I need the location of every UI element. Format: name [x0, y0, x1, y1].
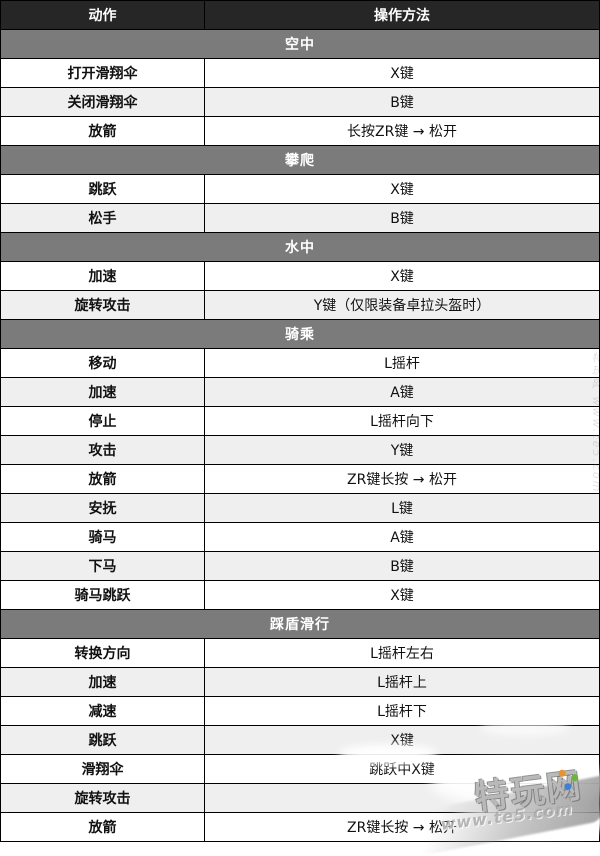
header-action-cell: 动作	[1, 1, 205, 29]
action-cell: 放箭	[1, 117, 205, 145]
method-cell: B键	[390, 95, 414, 111]
method-cell: X键	[390, 588, 414, 604]
table-row: 安抚 L键	[1, 494, 599, 523]
table-row: 打开滑翔伞 X键	[1, 59, 599, 88]
method-cell: X键	[390, 269, 414, 285]
section-title: 空中	[285, 37, 315, 53]
action-cell: 旋转攻击	[1, 784, 205, 812]
method-cell: L摇杆上	[377, 675, 427, 691]
table-row: 下马 B键	[1, 552, 599, 581]
action-cell: 减速	[1, 697, 205, 725]
section-title: 踩盾滑行	[270, 617, 330, 633]
table-row: 放箭 ZR键长按 → 松开	[1, 465, 599, 494]
method-cell: 长按ZR键 → 松开	[347, 124, 457, 140]
table-row: 加速 X键	[1, 262, 599, 291]
section-header-row: 水中	[1, 233, 599, 262]
table-row: 跳跃 X键	[1, 726, 599, 755]
action-cell: 放箭	[1, 813, 205, 841]
method-cell: Y键	[390, 443, 414, 459]
table-row: 加速 A键	[1, 378, 599, 407]
table-row: 旋转攻击 Y键（仅限装备卓拉头盔时）	[1, 291, 599, 320]
section-header-row: 攀爬	[1, 146, 599, 175]
section-header-row: 空中	[1, 30, 599, 59]
method-cell: L键	[391, 501, 413, 517]
method-cell: 跳跃中X键	[369, 762, 435, 778]
section-title: 攀爬	[285, 153, 315, 169]
method-cell: X键	[390, 182, 414, 198]
action-cell: 滑翔伞	[1, 755, 205, 783]
method-cell: L摇杆向下	[370, 414, 434, 430]
table-row: 停止 L摇杆向下	[1, 407, 599, 436]
table-row: 减速 L摇杆下	[1, 697, 599, 726]
method-cell: A键	[390, 385, 414, 401]
action-cell: 跳跃	[1, 726, 205, 754]
table-row: 转换方向 L摇杆左右	[1, 639, 599, 668]
action-cell: 移动	[1, 349, 205, 377]
action-cell: 旋转攻击	[1, 291, 205, 319]
method-cell: X键	[390, 733, 414, 749]
method-cell: ZR键长按 → 松开	[347, 472, 457, 488]
table-row: 关闭滑翔伞 B键	[1, 88, 599, 117]
table-row: 放箭 ZR键长按 → 松开	[1, 813, 599, 842]
action-cell: 关闭滑翔伞	[1, 88, 205, 116]
action-cell: 加速	[1, 668, 205, 696]
method-cell: Y键（仅限装备卓拉头盔时）	[313, 298, 491, 314]
section-header-row: 骑乘	[1, 320, 599, 349]
table-row: 松手 B键	[1, 204, 599, 233]
method-cell: X键	[390, 66, 414, 82]
table-row: 骑马跳跃 X键	[1, 581, 599, 610]
method-cell: L摇杆下	[377, 704, 427, 720]
method-cell: L摇杆左右	[370, 646, 434, 662]
action-cell: 跳跃	[1, 175, 205, 203]
table-header-row: 动作 操作方法	[1, 0, 599, 30]
action-cell: 骑马跳跃	[1, 581, 205, 609]
table-row: 滑翔伞 跳跃中X键	[1, 755, 599, 784]
table-row: 移动 L摇杆	[1, 349, 599, 378]
section-title: 水中	[285, 240, 315, 256]
table-row: 加速 L摇杆上	[1, 668, 599, 697]
action-cell: 安抚	[1, 494, 205, 522]
header-method-cell: 操作方法	[374, 8, 430, 24]
action-cell: 攻击	[1, 436, 205, 464]
action-cell: 加速	[1, 262, 205, 290]
action-cell: 转换方向	[1, 639, 205, 667]
method-cell: B键	[390, 559, 414, 575]
method-cell: A键	[390, 530, 414, 546]
table-row: 跳跃 X键	[1, 175, 599, 204]
action-cell: 下马	[1, 552, 205, 580]
table-row: 骑马 A键	[1, 523, 599, 552]
section-title: 骑乘	[285, 327, 315, 343]
table-row: 放箭 长按ZR键 → 松开	[1, 117, 599, 146]
action-cell: 加速	[1, 378, 205, 406]
table-body: 空中 打开滑翔伞 X键 关闭滑翔伞 B键 放箭 长按ZR键 → 松开 攀爬 跳跃 X键 松手 B键 水中…	[1, 30, 599, 842]
table-row: 攻击 Y键	[1, 436, 599, 465]
section-header-row: 踩盾滑行	[1, 610, 599, 639]
action-cell: 松手	[1, 204, 205, 232]
action-cell: 放箭	[1, 465, 205, 493]
action-cell: 打开滑翔伞	[1, 59, 205, 87]
action-cell: 骑马	[1, 523, 205, 551]
table-row: 旋转攻击	[1, 784, 599, 813]
method-cell	[205, 784, 599, 812]
action-cell: 停止	[1, 407, 205, 435]
method-cell: L摇杆	[384, 356, 420, 372]
method-cell: B键	[390, 211, 414, 227]
method-cell: ZR键长按 → 松开	[347, 820, 457, 836]
